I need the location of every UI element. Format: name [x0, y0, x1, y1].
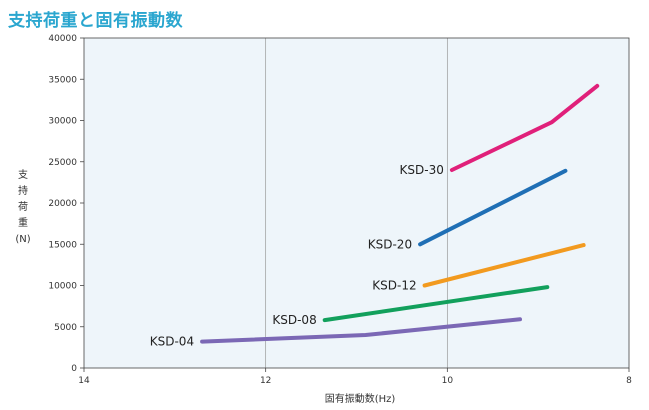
y-tick-label: 40000 [48, 34, 77, 44]
series-group: KSD-04 KSD-08 KSD-12 KSD-20 KSD-30 [150, 83, 600, 349]
chart-title: 支持荷重と固有振動数 [8, 11, 183, 31]
series-label-ksd-30: KSD-30 [400, 163, 444, 177]
x-tick-label: 12 [260, 376, 271, 386]
series-line-ksd-20 [418, 168, 568, 247]
series-label-ksd-20: KSD-20 [368, 237, 412, 251]
y-tick-label: 20000 [48, 199, 77, 209]
series-label-ksd-04: KSD-04 [150, 335, 194, 349]
series-line-ksd-12 [422, 243, 586, 288]
y-tick-label: 35000 [48, 75, 77, 85]
x-tick-label: 10 [442, 376, 454, 386]
x-axis-label: 固有振動数(Hz) [325, 392, 396, 405]
y-tick-label: 25000 [48, 158, 77, 168]
series-line-ksd-08 [322, 285, 550, 323]
y-axis-label: 支持荷重 (N) [15, 170, 31, 245]
y-axis: 0 5000 10000 15000 20000 25000 30000 35000 40000 [48, 34, 84, 374]
y-tick-label: 10000 [48, 282, 77, 292]
x-tick-label: 14 [78, 376, 90, 386]
y-tick-label: 5000 [54, 323, 77, 333]
y-tick-label: 15000 [48, 240, 77, 250]
series-label-ksd-08: KSD-08 [272, 313, 316, 327]
grid [265, 38, 448, 368]
series-line-ksd-30 [449, 83, 600, 172]
x-axis: 14 12 10 8 [78, 368, 632, 386]
x-tick-label: 8 [626, 376, 632, 386]
y-tick-label: 0 [71, 364, 77, 374]
series-label-ksd-12: KSD-12 [372, 279, 416, 293]
plot-background [84, 38, 629, 368]
y-tick-label: 30000 [48, 117, 77, 127]
series-line-ksd-04 [200, 317, 522, 344]
